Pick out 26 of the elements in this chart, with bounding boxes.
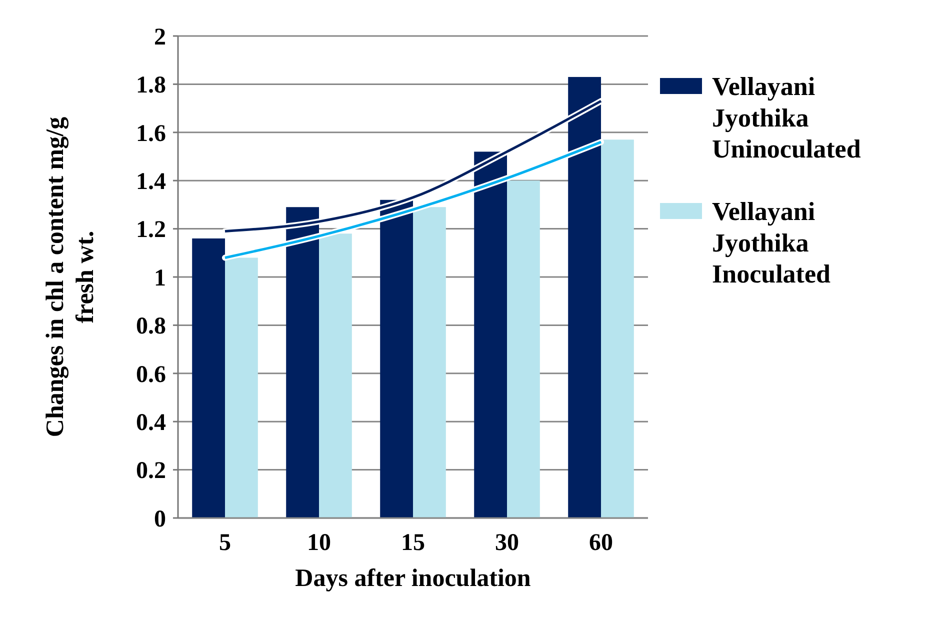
- y-tick-label: 0.4: [136, 410, 166, 436]
- x-tick-label: 5: [219, 530, 231, 556]
- bar: [319, 234, 352, 518]
- y-tick-label: 1.8: [136, 72, 166, 99]
- y-tick-label: 0.2: [136, 458, 166, 484]
- y-axis-title: Changes in chl a content mg/g fresh wt.: [42, 116, 99, 438]
- x-tick-label: 15: [401, 530, 425, 556]
- y-tick-label: 1.2: [136, 217, 166, 244]
- bar: [225, 258, 258, 518]
- legend-label: Vellayani Jyothika Inoculated: [712, 197, 831, 288]
- x-tick-label: 10: [307, 530, 331, 556]
- bar: [507, 180, 540, 518]
- bar: [192, 238, 225, 518]
- y-tick-label: 1: [154, 265, 166, 292]
- x-axis-title: Days after inoculation: [295, 565, 531, 592]
- x-tick-label: 30: [495, 530, 519, 556]
- y-tick-label: 0.6: [136, 362, 166, 388]
- bar: [601, 140, 634, 518]
- y-tick-label: 2: [154, 24, 166, 50]
- x-tick-label: 60: [589, 530, 613, 556]
- y-tick-label: 0: [154, 506, 166, 532]
- y-tick-label: 1.6: [136, 120, 166, 147]
- legend-label: Vellayani Jyothika Uninoculated: [712, 72, 862, 164]
- y-tick-label: 0.8: [136, 314, 166, 340]
- bar: [413, 207, 446, 518]
- y-tick-label: 1.4: [136, 169, 166, 195]
